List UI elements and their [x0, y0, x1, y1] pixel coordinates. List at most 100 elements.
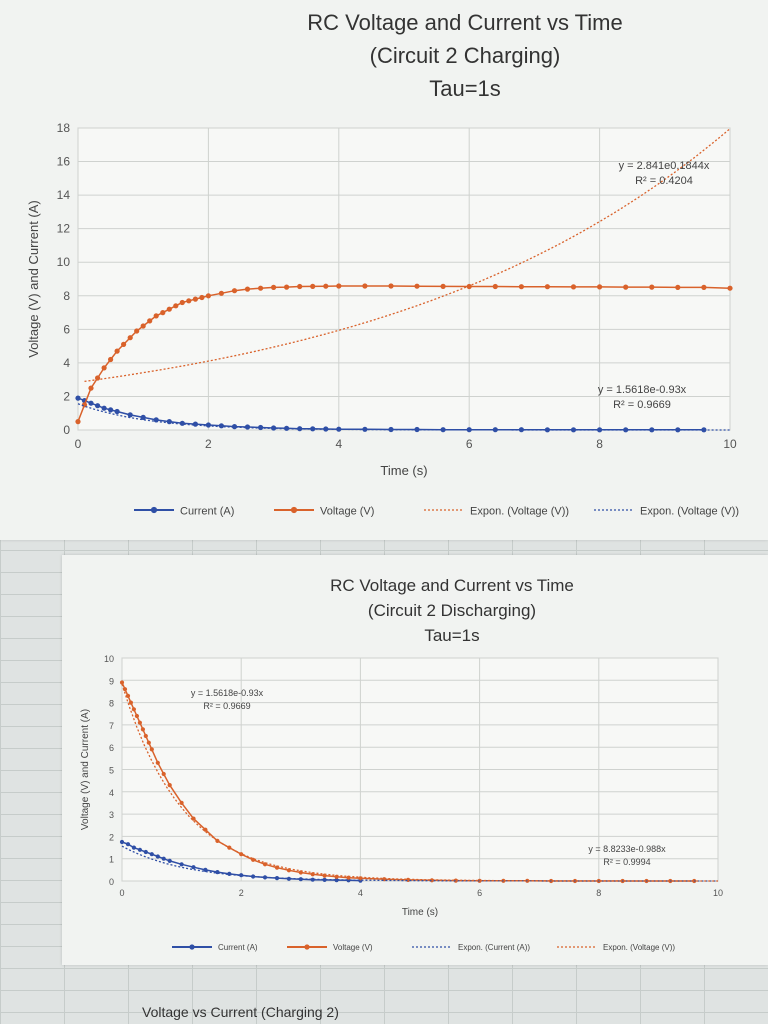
x-tick-label: 10 — [723, 437, 737, 451]
data-point — [119, 839, 125, 845]
data-point — [258, 285, 264, 291]
data-point — [149, 852, 154, 857]
x-axis-label: Time (s) — [380, 463, 427, 478]
data-point — [192, 296, 198, 302]
legend-entry: Voltage (V) — [274, 506, 374, 518]
data-point — [298, 877, 303, 882]
data-point — [570, 284, 577, 290]
data-point — [108, 356, 114, 363]
data-point — [134, 713, 139, 719]
data-point — [161, 771, 166, 777]
data-point — [173, 303, 179, 309]
data-point — [143, 849, 148, 855]
y-tick-label: 1 — [109, 855, 114, 865]
data-point — [155, 854, 160, 859]
data-point — [286, 876, 291, 881]
x-tick-label: 2 — [205, 437, 212, 451]
data-point — [88, 400, 94, 406]
data-point — [179, 800, 184, 805]
trendline-2 — [121, 845, 718, 882]
data-point — [297, 283, 303, 290]
trendline-2 — [84, 128, 731, 383]
x-tick-label: 0 — [119, 888, 124, 898]
data-point — [218, 290, 224, 296]
legend-label: Current (A) — [180, 506, 234, 518]
y-axis-label: Voltage (V) and Current (A) — [80, 709, 91, 830]
y-tick-label: 12 — [57, 222, 71, 236]
x-tick-label: 6 — [477, 888, 482, 898]
data-point — [95, 403, 101, 409]
data-point — [199, 294, 205, 301]
charging-chart[interactable]: RC Voltage and Current vs Time (Circuit 2… — [0, 0, 768, 540]
data-point — [75, 419, 81, 425]
y-tick-label: 10 — [57, 255, 71, 269]
discharging-chart[interactable]: RC Voltage and Current vs Time (Circuit 2… — [62, 555, 768, 965]
data-point — [131, 845, 136, 850]
data-point — [127, 335, 133, 341]
data-point — [192, 421, 198, 427]
y-tick-label: 14 — [57, 188, 71, 202]
trendline-r-squared: R² = 0.9669 — [203, 701, 250, 711]
data-point — [205, 422, 211, 428]
data-point — [153, 313, 159, 319]
data-point — [231, 424, 238, 430]
data-point — [388, 426, 394, 433]
y-tick-label: 0 — [63, 423, 70, 437]
x-axis-label: Time (s) — [402, 907, 438, 918]
trendline-r-squared: R² = 0.9669 — [613, 399, 671, 411]
trendline-3 — [77, 403, 730, 431]
trendline-equation: y = 1.5618e-0.93x — [191, 688, 264, 698]
data-point — [362, 283, 368, 289]
chart-title-line: RC Voltage and Current vs Time — [307, 10, 622, 35]
legend-swatch-marker — [189, 944, 195, 950]
data-point — [127, 412, 133, 418]
data-point — [336, 283, 342, 289]
data-point — [440, 283, 446, 289]
data-point — [597, 284, 603, 290]
data-point — [161, 856, 166, 861]
data-point — [128, 700, 133, 705]
data-point — [310, 283, 316, 289]
legend-swatch-marker — [304, 944, 310, 950]
chart-title-line: RC Voltage and Current vs Time — [330, 576, 574, 595]
data-point — [284, 284, 290, 290]
data-point — [134, 328, 140, 334]
data-point — [203, 867, 208, 872]
trendline-equation: y = 8.8233e-0.988x — [588, 844, 666, 854]
y-tick-label: 3 — [109, 810, 114, 820]
data-point — [191, 816, 196, 821]
data-point — [137, 720, 142, 725]
data-point — [101, 365, 107, 371]
y-tick-label: 6 — [109, 743, 114, 753]
y-tick-label: 18 — [57, 121, 71, 135]
chart-title-line: (Circuit 2 Discharging) — [368, 601, 536, 620]
data-point — [544, 284, 551, 290]
series-line-1 — [77, 285, 731, 422]
data-point — [231, 288, 238, 294]
y-tick-label: 0 — [109, 877, 114, 887]
data-point — [140, 727, 145, 732]
data-point — [186, 298, 192, 304]
data-point — [140, 414, 146, 420]
x-tick-label: 8 — [596, 437, 603, 451]
y-tick-label: 8 — [63, 289, 70, 303]
trendline-r-squared: R² = 0.4204 — [635, 175, 693, 187]
data-point — [323, 283, 329, 289]
data-point — [675, 284, 681, 290]
data-point — [108, 407, 114, 413]
x-tick-label: 6 — [466, 437, 473, 451]
y-tick-label: 16 — [57, 155, 71, 169]
data-point — [544, 427, 551, 433]
y-axis-label: Voltage (V) and Current (A) — [26, 200, 41, 358]
y-tick-label: 5 — [109, 766, 114, 776]
data-point — [274, 876, 280, 881]
data-point — [334, 878, 339, 883]
data-point — [140, 323, 146, 329]
data-point — [119, 680, 125, 685]
data-point — [414, 283, 420, 289]
y-tick-label: 2 — [63, 389, 70, 403]
data-point — [227, 871, 232, 876]
data-point — [271, 284, 277, 290]
data-point — [218, 423, 224, 429]
data-point — [101, 405, 107, 411]
